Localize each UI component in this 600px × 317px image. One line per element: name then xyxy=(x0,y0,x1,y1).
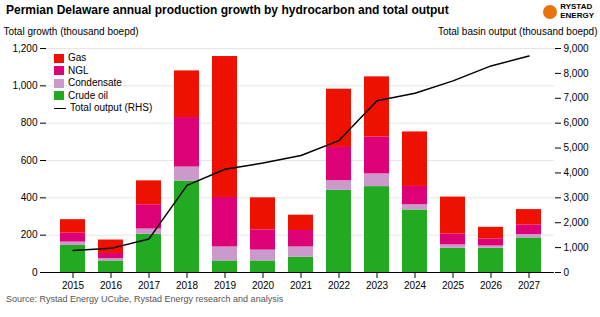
html-text:ENERGY: ENERGY xyxy=(560,10,594,20)
svg-text:2024: 2024 xyxy=(404,280,427,291)
svg-text:2020: 2020 xyxy=(252,280,275,291)
html-text:Crude oil: Crude oil xyxy=(68,89,108,101)
svg-text:4,000: 4,000 xyxy=(564,167,589,178)
svg-text:200: 200 xyxy=(21,229,38,240)
svg-text:7,000: 7,000 xyxy=(564,92,589,103)
svg-text:3,000: 3,000 xyxy=(564,192,589,203)
svg-text:6,000: 6,000 xyxy=(564,117,589,128)
svg-text:2019: 2019 xyxy=(214,280,237,291)
html-text:Permian Delaware annual produc: Permian Delaware annual production growt… xyxy=(6,3,449,17)
html-text:Gas: Gas xyxy=(68,52,87,63)
svg-text:2023: 2023 xyxy=(366,280,389,291)
svg-text:Total basin output (thousand b: Total basin output (thousand boepd) xyxy=(438,26,598,37)
svg-text:Total growth (thousand boepd): Total growth (thousand boepd) xyxy=(4,26,139,37)
html-text:Total output (RHS): Total output (RHS) xyxy=(70,102,153,113)
html-text:NGL: NGL xyxy=(68,64,89,76)
svg-text:2,000: 2,000 xyxy=(564,217,589,228)
svg-text:2026: 2026 xyxy=(480,280,503,291)
svg-text:5,000: 5,000 xyxy=(564,142,589,153)
svg-text:600: 600 xyxy=(21,155,38,166)
svg-text:9,000: 9,000 xyxy=(564,43,589,54)
svg-text:2015: 2015 xyxy=(62,280,85,291)
svg-text:0: 0 xyxy=(564,267,570,278)
svg-text:1,200: 1,200 xyxy=(12,43,37,54)
svg-text:400: 400 xyxy=(21,192,38,203)
svg-text:800: 800 xyxy=(21,117,38,128)
svg-text:1,000: 1,000 xyxy=(564,242,589,253)
svg-text:2016: 2016 xyxy=(100,280,123,291)
svg-text:0: 0 xyxy=(32,267,38,278)
svg-text:8,000: 8,000 xyxy=(564,68,589,79)
svg-text:1,000: 1,000 xyxy=(12,80,37,91)
svg-text:2021: 2021 xyxy=(290,280,313,291)
html-text:Source: Rystad Energy UCube, R: Source: Rystad Energy UCube, Rystad Ener… xyxy=(6,294,284,304)
svg-text:2027: 2027 xyxy=(518,280,541,291)
svg-text:2025: 2025 xyxy=(442,280,465,291)
html-text:RYSTAD: RYSTAD xyxy=(560,2,593,11)
svg-text:2022: 2022 xyxy=(328,280,351,291)
html-text:Condensate: Condensate xyxy=(68,77,122,88)
svg-text:2017: 2017 xyxy=(138,280,161,291)
svg-text:2018: 2018 xyxy=(176,280,199,291)
